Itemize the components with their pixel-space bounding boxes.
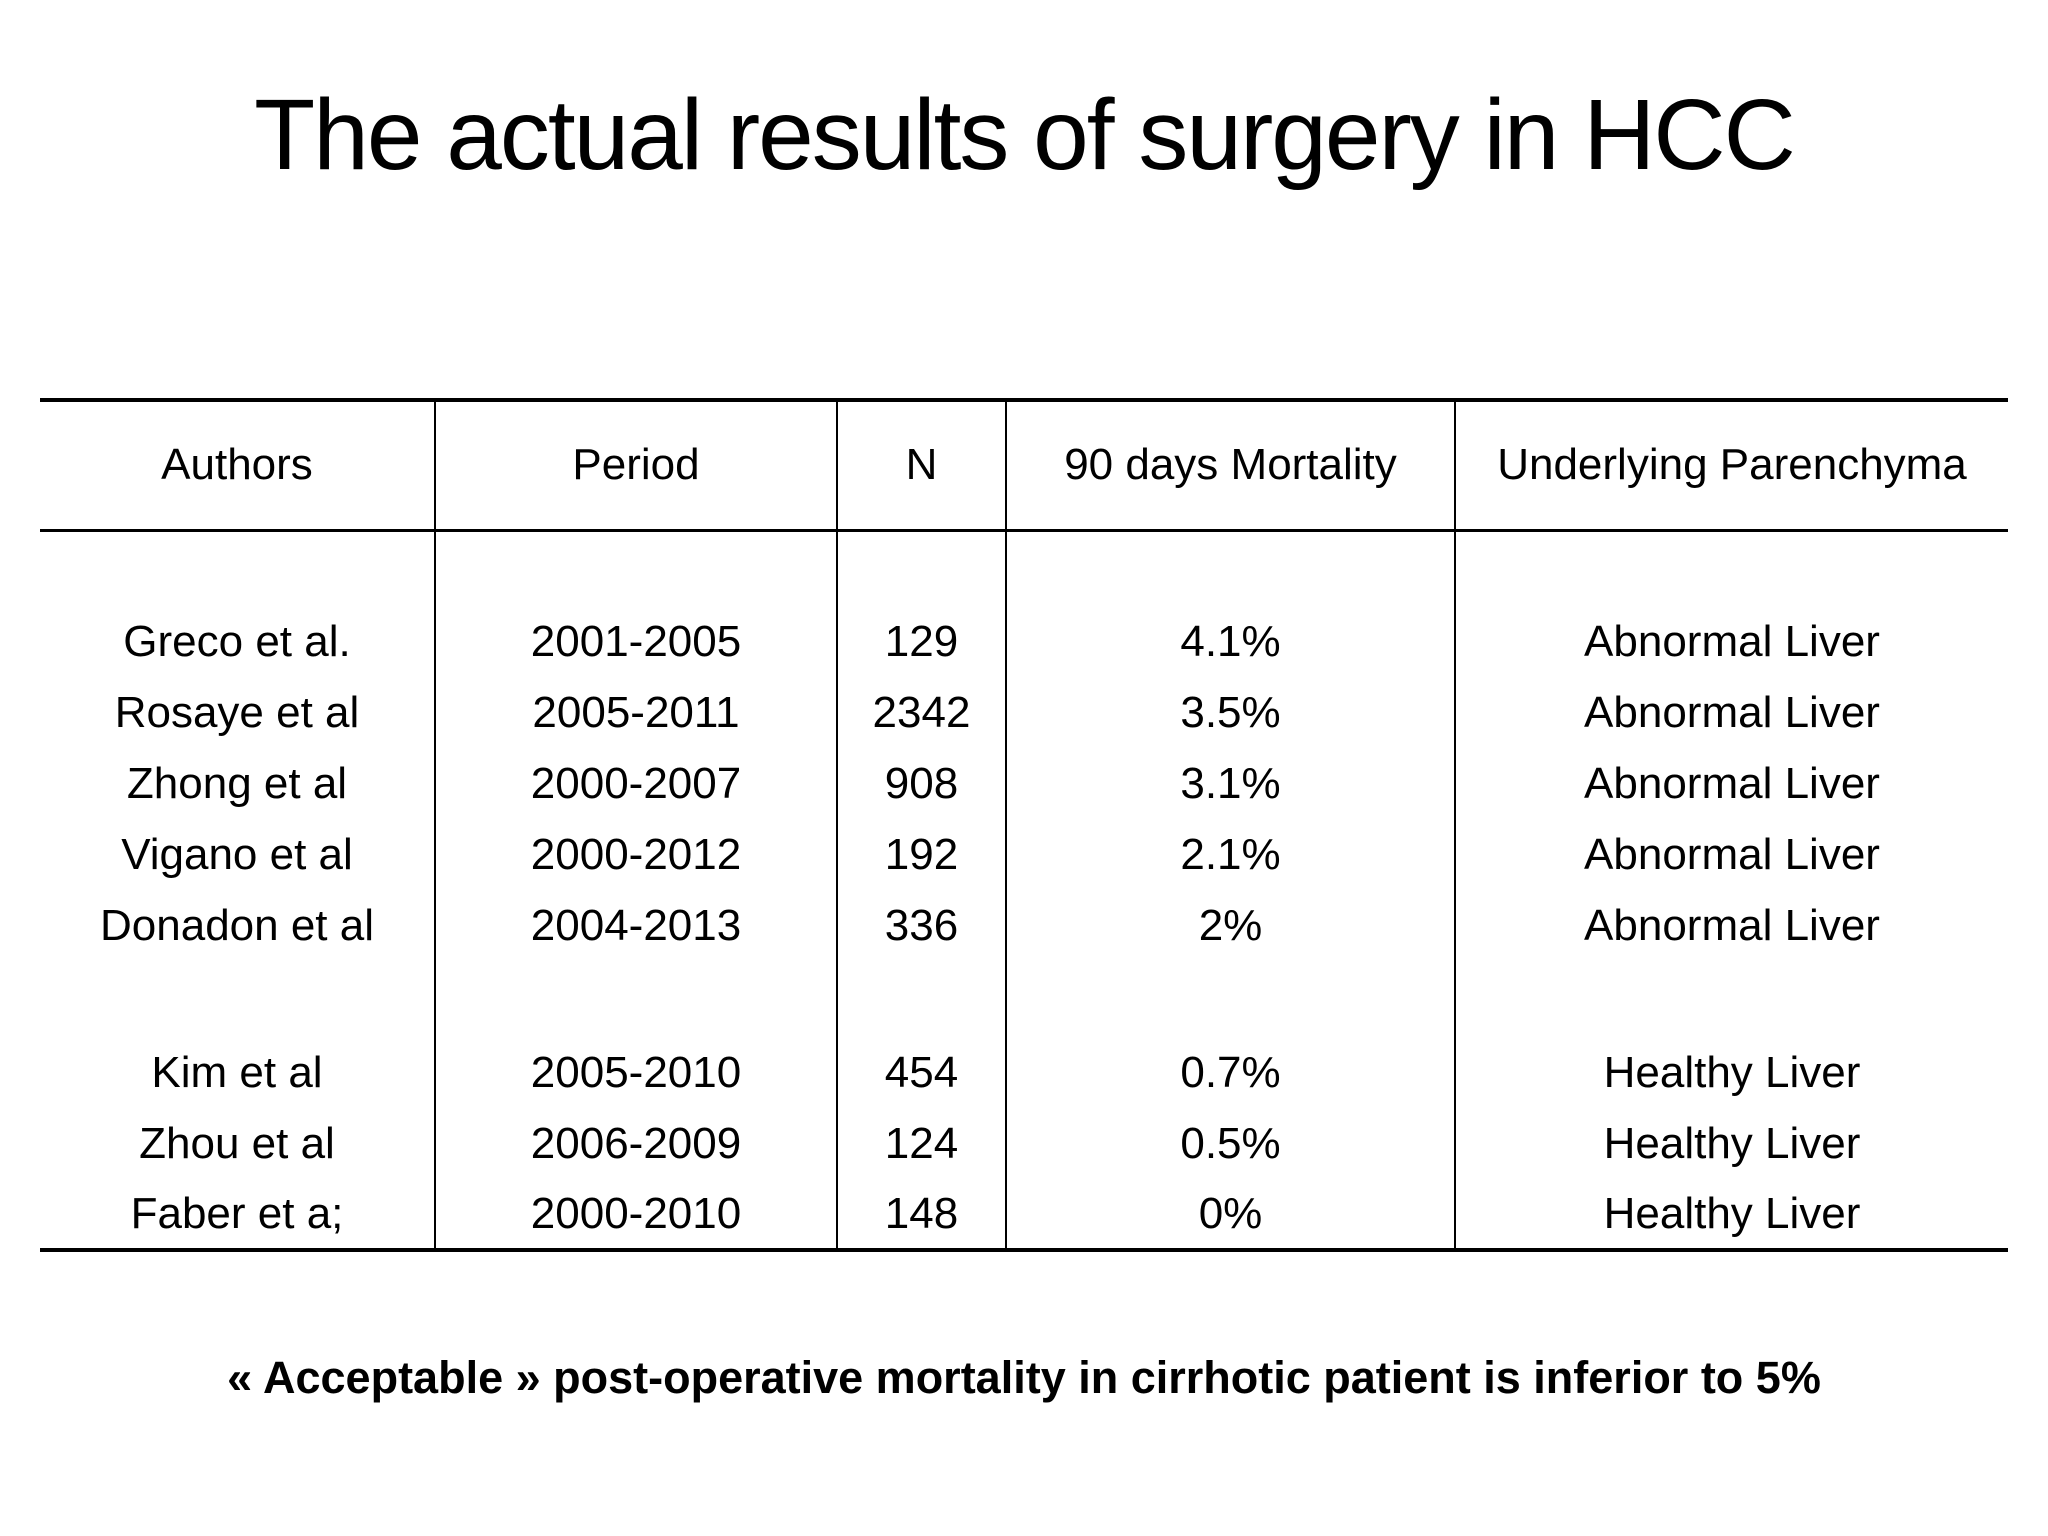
table-row: Greco et al. 2001-2005 129 4.1% Abnormal…	[40, 606, 2008, 677]
table-cell-n: 2342	[836, 677, 1006, 748]
table-cell-parenchyma: Abnormal Liver	[1454, 890, 2008, 961]
table-row: Kim et al 2005-2010 454 0.7% Healthy Liv…	[40, 1037, 2008, 1108]
column-header-authors: Authors	[40, 400, 435, 532]
table-cell-n: 336	[836, 890, 1006, 961]
column-header-n: N	[836, 400, 1006, 532]
table-cell-period: 2000-2010	[434, 1179, 837, 1250]
slide-caption: « Acceptable » post-operative mortality …	[227, 1352, 1821, 1403]
table-cell-period: 2006-2009	[434, 1108, 837, 1179]
table-cell-n: 124	[836, 1108, 1006, 1179]
table-cell-parenchyma: Abnormal Liver	[1454, 677, 2008, 748]
column-header-period: Period	[434, 400, 837, 532]
table-cell-n: 148	[836, 1179, 1006, 1250]
table-cell-author: Rosaye et al	[114, 687, 360, 737]
table-row: Donadon et al 2004-2013 336 2% Abnormal …	[40, 890, 2008, 961]
table-cell-author: Vigano et al	[121, 829, 353, 879]
table-cell-period: 2001-2005	[434, 606, 837, 677]
table-cell-parenchyma: Healthy Liver	[1454, 1037, 2008, 1108]
table-cell-author: Faber et a;	[130, 1188, 344, 1238]
table-cell-n: 908	[836, 748, 1006, 819]
table-cell-author: Donadon et al	[100, 900, 374, 950]
table-cell-period: 2000-2007	[434, 748, 837, 819]
table-cell-mortality: 3.5%	[1005, 677, 1455, 748]
table-cell-mortality: 0.5%	[1005, 1108, 1455, 1179]
column-header-mortality: 90 days Mortality	[1005, 400, 1455, 532]
table-cell-mortality: 0%	[1005, 1179, 1455, 1250]
table-cell-period: 2004-2013	[434, 890, 837, 961]
table-cell-author: Greco et al.	[123, 616, 351, 666]
table-cell-author: Zhou et al	[139, 1118, 335, 1168]
table-header-row: Authors Period N 90 days Mortality Under…	[40, 400, 2008, 532]
table-row: Faber et a; 2000-2010 148 0% Healthy Liv…	[40, 1179, 2008, 1250]
table-cell-mortality: 4.1%	[1005, 606, 1455, 677]
table-cell-n: 454	[836, 1037, 1006, 1108]
table-cell-period: 2000-2012	[434, 819, 837, 890]
table-cell-parenchyma: Abnormal Liver	[1454, 819, 2008, 890]
table-row: Vigano et al 2000-2012 192 2.1% Abnormal…	[40, 819, 2008, 890]
table-cell-period: 2005-2010	[434, 1037, 837, 1108]
table-cell-mortality: 2%	[1005, 890, 1455, 961]
table-cell-mortality: 3.1%	[1005, 748, 1455, 819]
table-cell-n: 129	[836, 606, 1006, 677]
table-cell-mortality: 2.1%	[1005, 819, 1455, 890]
table-cell-period: 2005-2011	[434, 677, 837, 748]
table-cell-author: Kim et al	[151, 1047, 323, 1097]
table-cell-parenchyma: Healthy Liver	[1454, 1108, 2008, 1179]
results-table: Authors Period N 90 days Mortality Under…	[40, 398, 2008, 1252]
slide-title: The actual results of surgery in HCC	[254, 79, 1796, 191]
table-cell-parenchyma: Abnormal Liver	[1454, 606, 2008, 677]
table-cell-parenchyma: Abnormal Liver	[1454, 748, 2008, 819]
table-row: Zhou et al 2006-2009 124 0.5% Healthy Li…	[40, 1108, 2008, 1179]
spacer-row	[40, 530, 2008, 606]
table-cell-parenchyma: Healthy Liver	[1454, 1179, 2008, 1250]
table-row: Zhong et al 2000-2007 908 3.1% Abnormal …	[40, 748, 2008, 819]
table-row: Rosaye et al 2005-2011 2342 3.5% Abnorma…	[40, 677, 2008, 748]
column-header-parenchyma: Underlying Parenchyma	[1454, 400, 2008, 532]
table-cell-n: 192	[836, 819, 1006, 890]
table-cell-mortality: 0.7%	[1005, 1037, 1455, 1108]
table-cell-author: Zhong et al	[126, 758, 348, 808]
spacer-row	[40, 961, 2008, 1037]
